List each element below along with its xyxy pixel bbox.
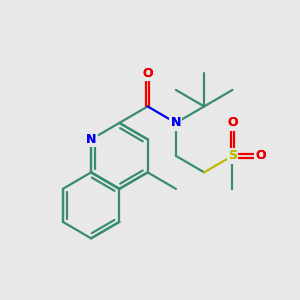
Text: N: N [86, 133, 96, 146]
Text: S: S [228, 149, 237, 162]
Text: O: O [142, 67, 153, 80]
Text: O: O [142, 67, 153, 80]
Text: S: S [228, 149, 237, 162]
Text: O: O [255, 149, 266, 162]
Text: N: N [171, 116, 181, 129]
Text: N: N [86, 133, 96, 146]
Text: O: O [255, 149, 266, 162]
Text: O: O [142, 67, 153, 80]
Text: S: S [228, 149, 237, 162]
Text: N: N [86, 133, 96, 146]
Text: O: O [227, 116, 238, 129]
Text: N: N [171, 116, 181, 129]
Text: O: O [227, 116, 238, 129]
Text: O: O [255, 149, 266, 162]
Text: O: O [227, 116, 238, 129]
Text: N: N [171, 116, 181, 129]
